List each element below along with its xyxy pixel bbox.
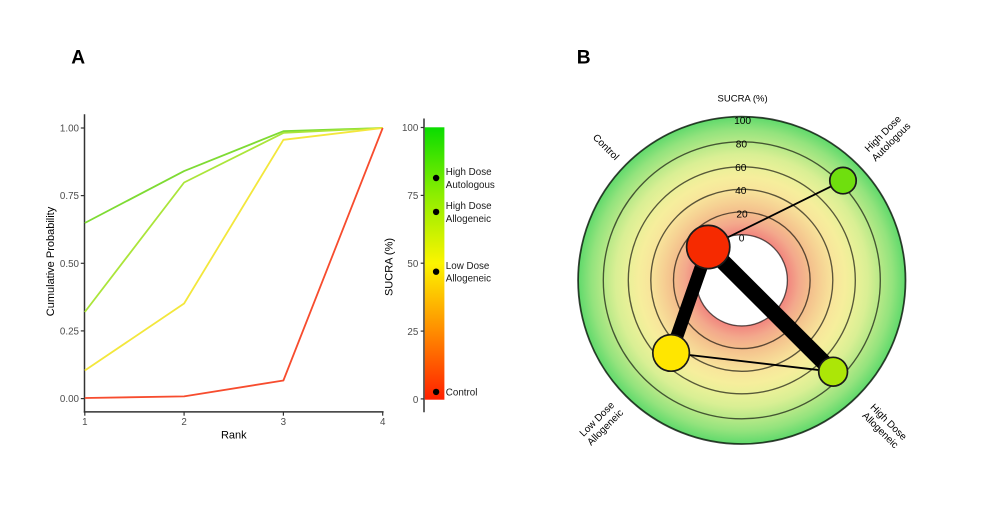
svg-text:SUCRA (%): SUCRA (%): [718, 94, 768, 105]
svg-text:100: 100: [734, 116, 751, 127]
svg-text:75: 75: [407, 191, 418, 202]
svg-text:0: 0: [739, 234, 745, 245]
svg-text:1.00: 1.00: [60, 124, 80, 135]
svg-text:Control: Control: [590, 132, 621, 163]
svg-text:A: A: [71, 47, 85, 68]
svg-text:High Dose: High Dose: [446, 201, 492, 212]
svg-text:0.00: 0.00: [60, 394, 80, 405]
svg-text:SUCRA (%): SUCRA (%): [384, 238, 396, 296]
svg-text:60: 60: [735, 163, 747, 174]
svg-text:100: 100: [402, 123, 419, 134]
svg-text:0.25: 0.25: [60, 326, 80, 337]
svg-text:0.75: 0.75: [60, 191, 80, 202]
svg-text:Allogeneic: Allogeneic: [446, 274, 491, 285]
svg-text:Allogeneic: Allogeneic: [446, 214, 491, 225]
svg-text:2: 2: [181, 417, 186, 428]
svg-text:1: 1: [82, 417, 87, 428]
svg-text:Cumulative Probability: Cumulative Probability: [45, 206, 57, 316]
svg-text:20: 20: [736, 210, 748, 221]
svg-text:50: 50: [407, 259, 418, 270]
svg-text:3: 3: [281, 417, 287, 428]
svg-text:0: 0: [413, 395, 419, 406]
svg-text:Rank: Rank: [221, 430, 247, 442]
svg-text:25: 25: [407, 327, 418, 338]
svg-text:0.50: 0.50: [60, 259, 80, 270]
svg-text:4: 4: [380, 417, 386, 428]
svg-text:Autologous: Autologous: [446, 180, 495, 191]
svg-text:40: 40: [735, 186, 747, 197]
svg-text:80: 80: [736, 139, 748, 150]
svg-text:Control: Control: [446, 387, 478, 398]
svg-text:Low Dose: Low Dose: [446, 261, 490, 272]
svg-text:High Dose: High Dose: [446, 167, 492, 178]
svg-text:B: B: [577, 48, 591, 69]
